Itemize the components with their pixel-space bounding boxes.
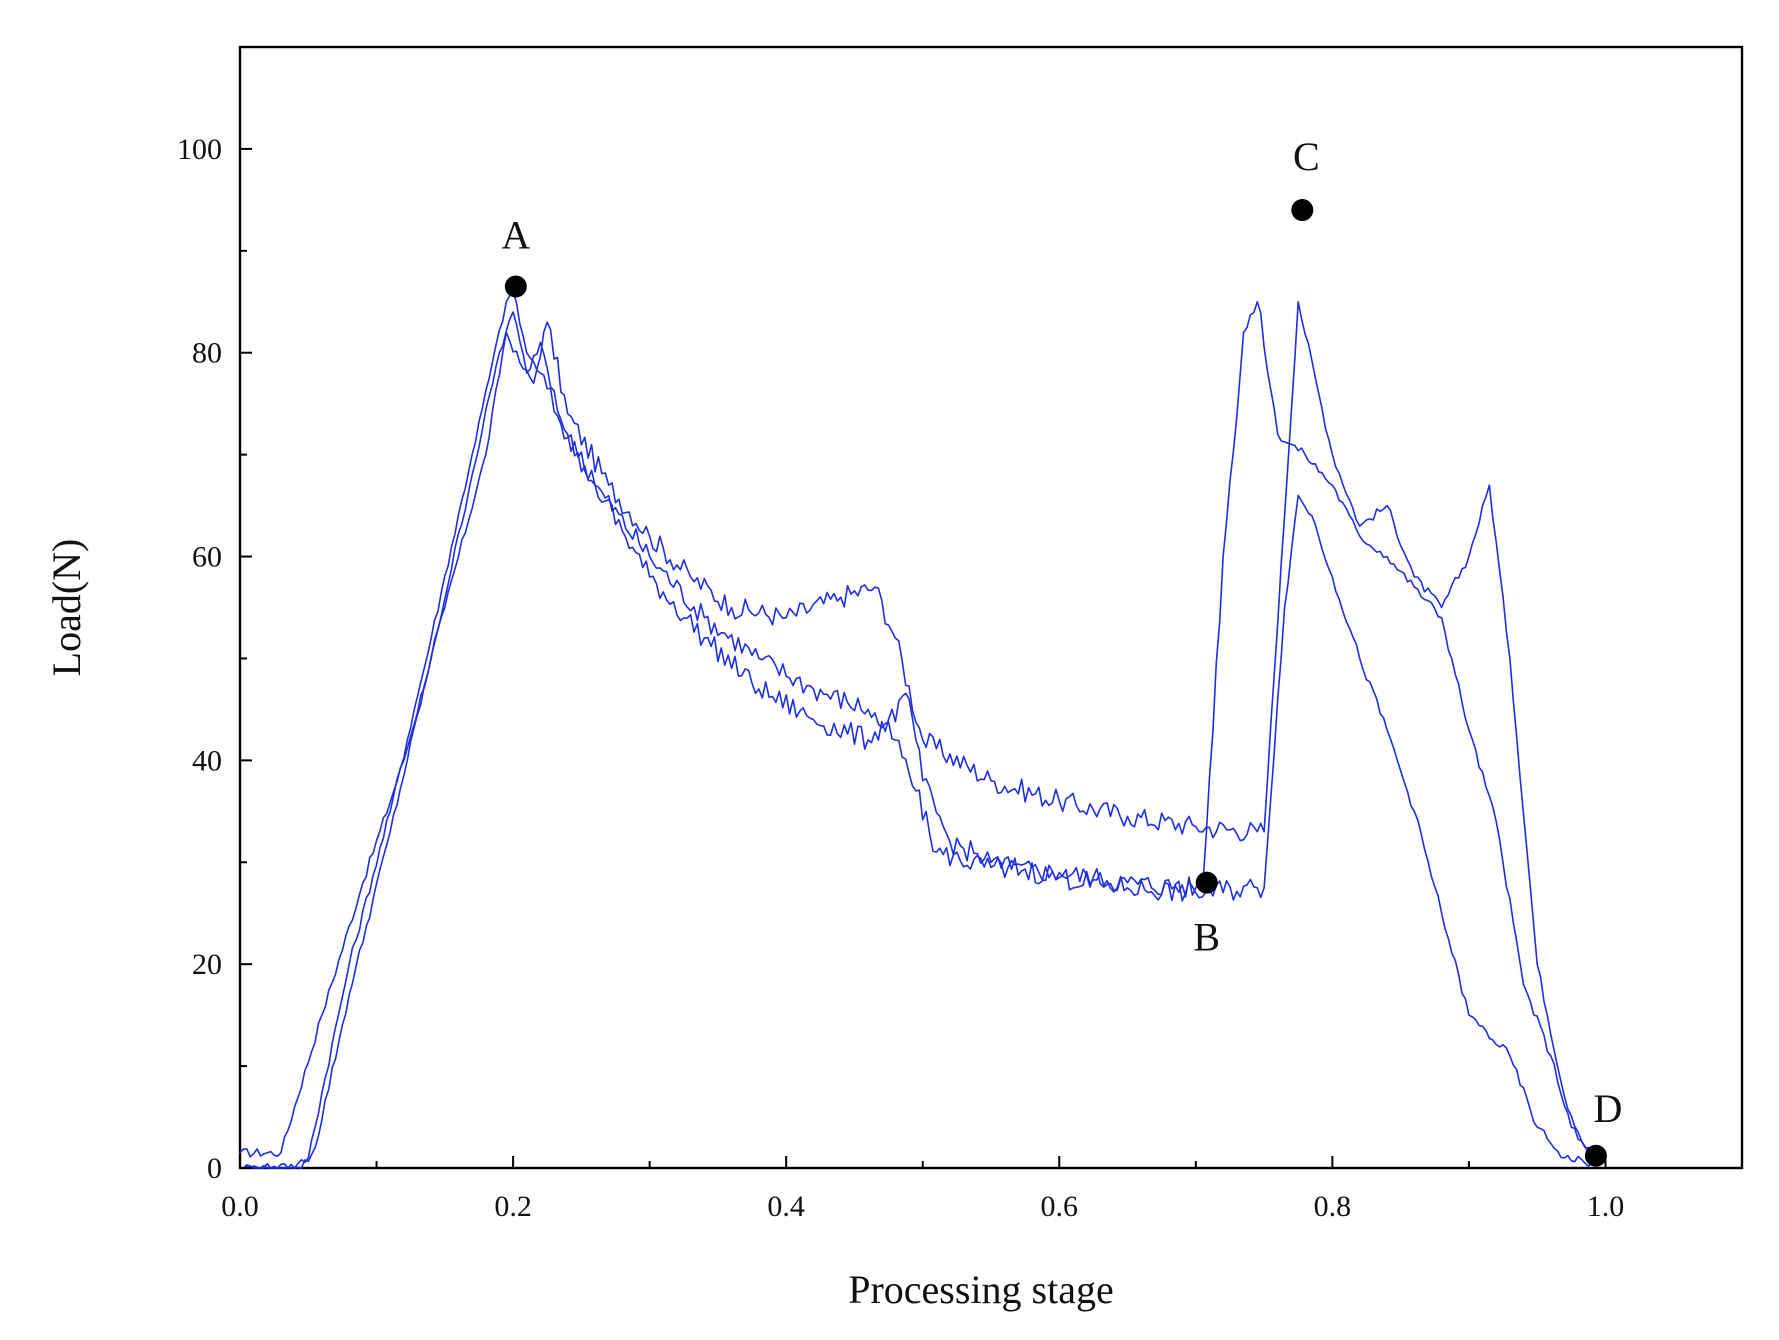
y-tick-label: 80 — [192, 337, 222, 370]
x-tick-label: 0.2 — [494, 1190, 532, 1223]
point-label-b: B — [1193, 915, 1220, 960]
series-line-1 — [239, 301, 1600, 1159]
x-tick-label: 0.8 — [1314, 1190, 1352, 1223]
y-tick-label: 60 — [192, 541, 222, 574]
annotation-group: A B C D — [501, 134, 1622, 1167]
tick-group: 0.0 0.2 0.4 0.6 0.8 1.0 0 20 40 60 80 100 — [177, 133, 1743, 1223]
point-label-c: C — [1293, 134, 1320, 179]
x-tick-label: 1.0 — [1587, 1190, 1625, 1223]
plot-frame-group — [238, 45, 1744, 1170]
x-tick-label: 0.6 — [1041, 1190, 1079, 1223]
point-marker-c — [1291, 199, 1314, 222]
x-tick-label: 0.4 — [767, 1190, 805, 1223]
point-label-d: D — [1593, 1086, 1622, 1131]
series-line-3 — [239, 311, 1593, 1169]
series-line-2 — [239, 290, 1593, 1169]
y-tick-label: 20 — [192, 948, 222, 981]
point-label-a: A — [501, 212, 530, 257]
point-marker-d — [1584, 1144, 1607, 1167]
x-axis-title: Processing stage — [848, 1267, 1114, 1312]
x-tick-label: 0.0 — [221, 1190, 259, 1223]
y-tick-label: 100 — [177, 133, 222, 166]
point-marker-b — [1195, 871, 1218, 894]
point-marker-a — [504, 275, 527, 298]
y-tick-label: 40 — [192, 744, 222, 777]
plot-frame — [238, 45, 1744, 1170]
y-axis-title: Load(N) — [44, 539, 89, 677]
y-tick-label: 0 — [207, 1152, 222, 1185]
series-group — [239, 290, 1600, 1169]
